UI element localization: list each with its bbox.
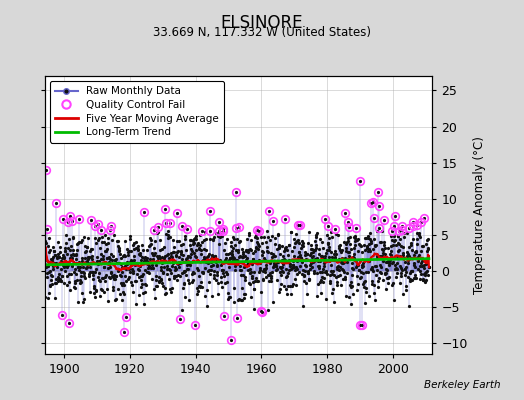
Text: ELSINORE: ELSINORE bbox=[221, 14, 303, 32]
Text: Berkeley Earth: Berkeley Earth bbox=[424, 380, 500, 390]
Text: 33.669 N, 117.332 W (United States): 33.669 N, 117.332 W (United States) bbox=[153, 26, 371, 39]
Legend: Raw Monthly Data, Quality Control Fail, Five Year Moving Average, Long-Term Tren: Raw Monthly Data, Quality Control Fail, … bbox=[50, 81, 224, 142]
Y-axis label: Temperature Anomaly (°C): Temperature Anomaly (°C) bbox=[473, 136, 486, 294]
